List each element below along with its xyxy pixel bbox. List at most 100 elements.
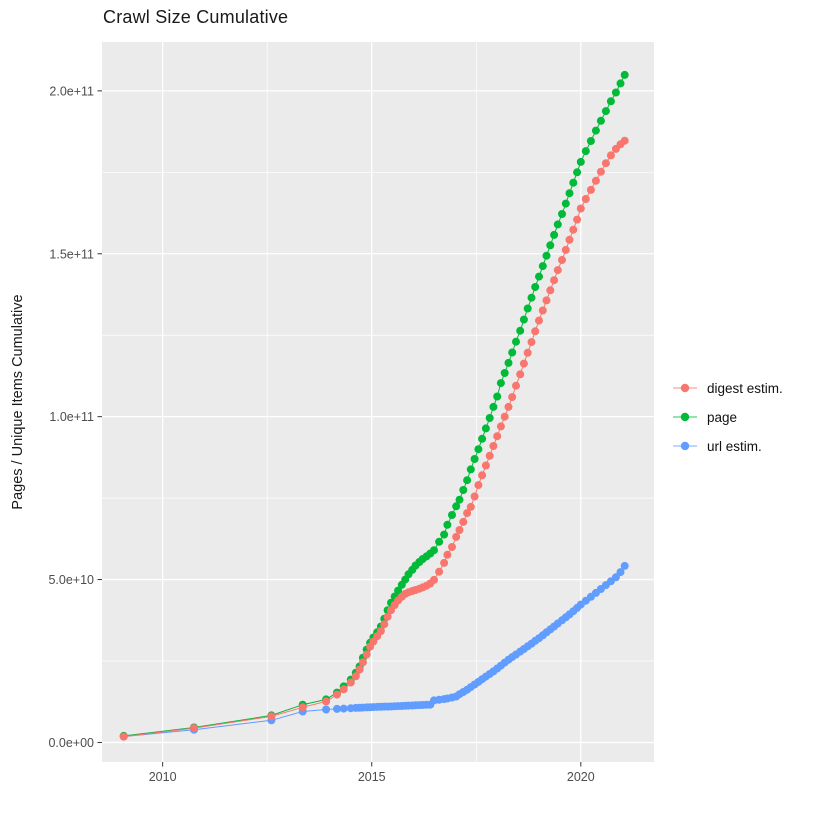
data-point xyxy=(267,712,276,721)
data-point xyxy=(512,381,520,390)
data-point xyxy=(455,526,464,534)
data-point xyxy=(466,502,475,511)
data-point xyxy=(485,451,494,460)
data-point xyxy=(553,266,562,275)
data-point xyxy=(576,157,585,166)
data-point xyxy=(452,532,461,541)
data-point xyxy=(561,245,570,254)
page-title: Crawl Size Cumulative xyxy=(103,7,289,27)
data-point xyxy=(616,79,625,88)
data-point xyxy=(448,511,456,519)
legend-label: page xyxy=(707,409,738,425)
data-point xyxy=(573,168,582,177)
legend-key xyxy=(673,412,697,422)
data-point xyxy=(601,159,610,168)
x-tick-label: 2015 xyxy=(358,770,386,784)
data-point xyxy=(542,251,551,260)
data-point xyxy=(440,558,449,567)
data-point xyxy=(516,326,525,335)
data-point xyxy=(596,167,605,176)
data-point xyxy=(380,620,389,629)
y-tick-label: 0.0e+00 xyxy=(48,736,94,750)
data-point xyxy=(558,210,566,218)
data-point xyxy=(452,502,461,511)
data-point xyxy=(616,568,625,577)
data-point xyxy=(519,359,528,368)
data-point xyxy=(620,70,629,79)
data-point xyxy=(463,509,472,518)
x-tick-label: 2010 xyxy=(149,770,177,784)
data-point xyxy=(443,520,452,529)
data-point xyxy=(190,724,198,733)
x-tick-label: 2020 xyxy=(567,770,595,784)
data-point xyxy=(430,546,438,555)
legend: digest estim. page url estim. xyxy=(672,377,783,457)
data-point xyxy=(493,432,502,441)
data-point xyxy=(565,235,574,244)
y-tick-label: 2.0e+11 xyxy=(49,84,94,98)
data-point xyxy=(376,627,385,635)
data-point xyxy=(581,147,590,156)
data-point xyxy=(339,685,348,694)
data-point xyxy=(535,316,543,325)
tick-marks xyxy=(97,90,582,767)
data-point xyxy=(546,241,555,250)
data-point xyxy=(565,189,574,198)
data-point xyxy=(500,412,509,421)
data-point xyxy=(538,262,547,271)
data-point xyxy=(463,476,472,485)
data-point xyxy=(508,393,517,402)
data-point xyxy=(466,465,475,474)
data-point xyxy=(459,517,468,526)
data-point xyxy=(351,672,360,681)
plot-panel xyxy=(102,42,654,762)
data-point xyxy=(569,178,578,187)
series-page xyxy=(119,70,629,740)
data-point xyxy=(394,586,403,595)
data-point xyxy=(333,690,341,699)
y-tick-label: 1.5e+11 xyxy=(49,247,94,261)
data-point xyxy=(591,126,600,135)
data-point xyxy=(531,327,540,336)
grid-minor xyxy=(102,42,654,762)
data-point xyxy=(448,543,456,551)
data-point xyxy=(430,575,438,584)
data-point xyxy=(606,151,615,160)
data-point xyxy=(601,107,610,116)
data-point xyxy=(531,283,540,291)
data-point xyxy=(558,256,566,264)
data-point xyxy=(527,338,536,347)
data-point xyxy=(298,703,307,712)
data-point xyxy=(591,176,600,185)
series-digest-estim xyxy=(119,136,629,741)
data-point xyxy=(489,442,498,450)
data-point xyxy=(516,370,525,379)
data-point xyxy=(620,561,629,570)
data-point xyxy=(586,137,595,145)
data-point xyxy=(435,537,444,546)
series-url-estim xyxy=(119,561,629,741)
data-point xyxy=(504,402,513,411)
data-point xyxy=(538,306,547,315)
data-point xyxy=(455,495,464,504)
data-point xyxy=(519,315,528,324)
data-point xyxy=(440,530,449,539)
data-point xyxy=(346,678,355,687)
legend-key xyxy=(673,441,697,451)
data-point xyxy=(496,422,505,431)
data-point xyxy=(535,272,543,281)
y-axis-title: Pages / Unique Items Cumulative xyxy=(10,294,26,510)
data-point xyxy=(546,286,555,295)
data-point xyxy=(435,567,444,576)
data-point xyxy=(355,665,364,674)
data-point xyxy=(569,225,578,234)
data-point xyxy=(383,612,392,621)
legend-label: digest estim. xyxy=(707,380,783,396)
legend-item: digest estim. xyxy=(672,377,783,399)
data-point xyxy=(596,116,605,125)
data-point xyxy=(322,705,331,714)
data-point xyxy=(339,704,348,713)
data-point xyxy=(576,204,585,213)
data-point xyxy=(358,658,367,667)
data-point xyxy=(478,471,487,480)
